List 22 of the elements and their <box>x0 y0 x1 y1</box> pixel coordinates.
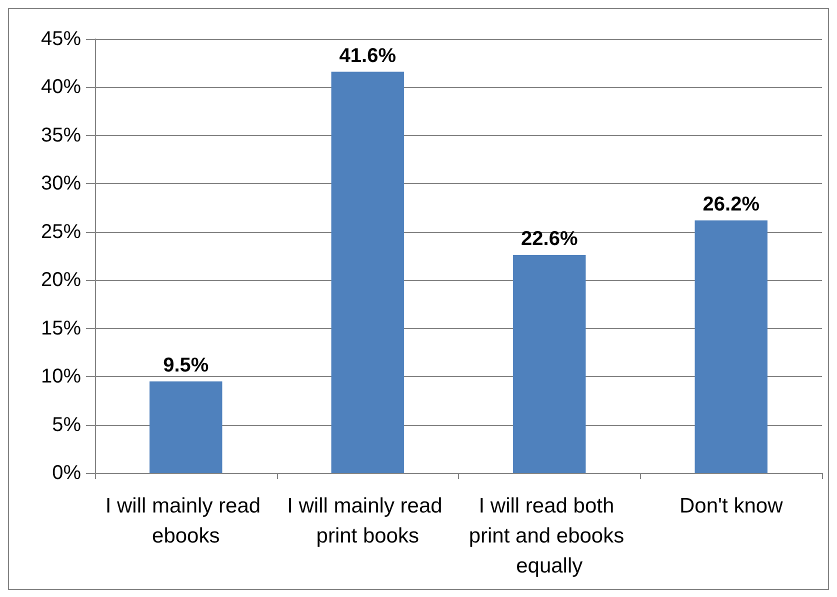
y-tick-label: 5% <box>52 414 82 436</box>
bar <box>513 255 586 473</box>
y-tick-label: 10% <box>40 366 82 388</box>
bar <box>331 72 404 473</box>
x-tick-label: I will read both print and ebooks equally <box>468 494 630 578</box>
y-tick-label: 20% <box>40 269 82 292</box>
x-tick-label: I will mainly read ebooks <box>105 494 266 548</box>
data-label: 22.6% <box>521 228 578 250</box>
bar <box>150 381 222 473</box>
y-tick-label: 0% <box>52 462 82 484</box>
x-tick-label: Don't know <box>680 494 784 518</box>
y-tick-label: 15% <box>40 317 82 340</box>
y-tick-label: 35% <box>40 124 82 146</box>
data-label: 9.5% <box>163 354 209 376</box>
bar <box>694 220 768 473</box>
y-tick-label: 25% <box>40 220 82 243</box>
x-tick-label: I will mainly read print books <box>287 494 448 548</box>
data-label: 26.2% <box>702 193 760 216</box>
y-tick-label: 40% <box>40 76 82 98</box>
y-tick-label: 45% <box>40 28 82 50</box>
y-tick-label: 30% <box>40 172 82 195</box>
data-label: 41.6% <box>339 44 396 67</box>
